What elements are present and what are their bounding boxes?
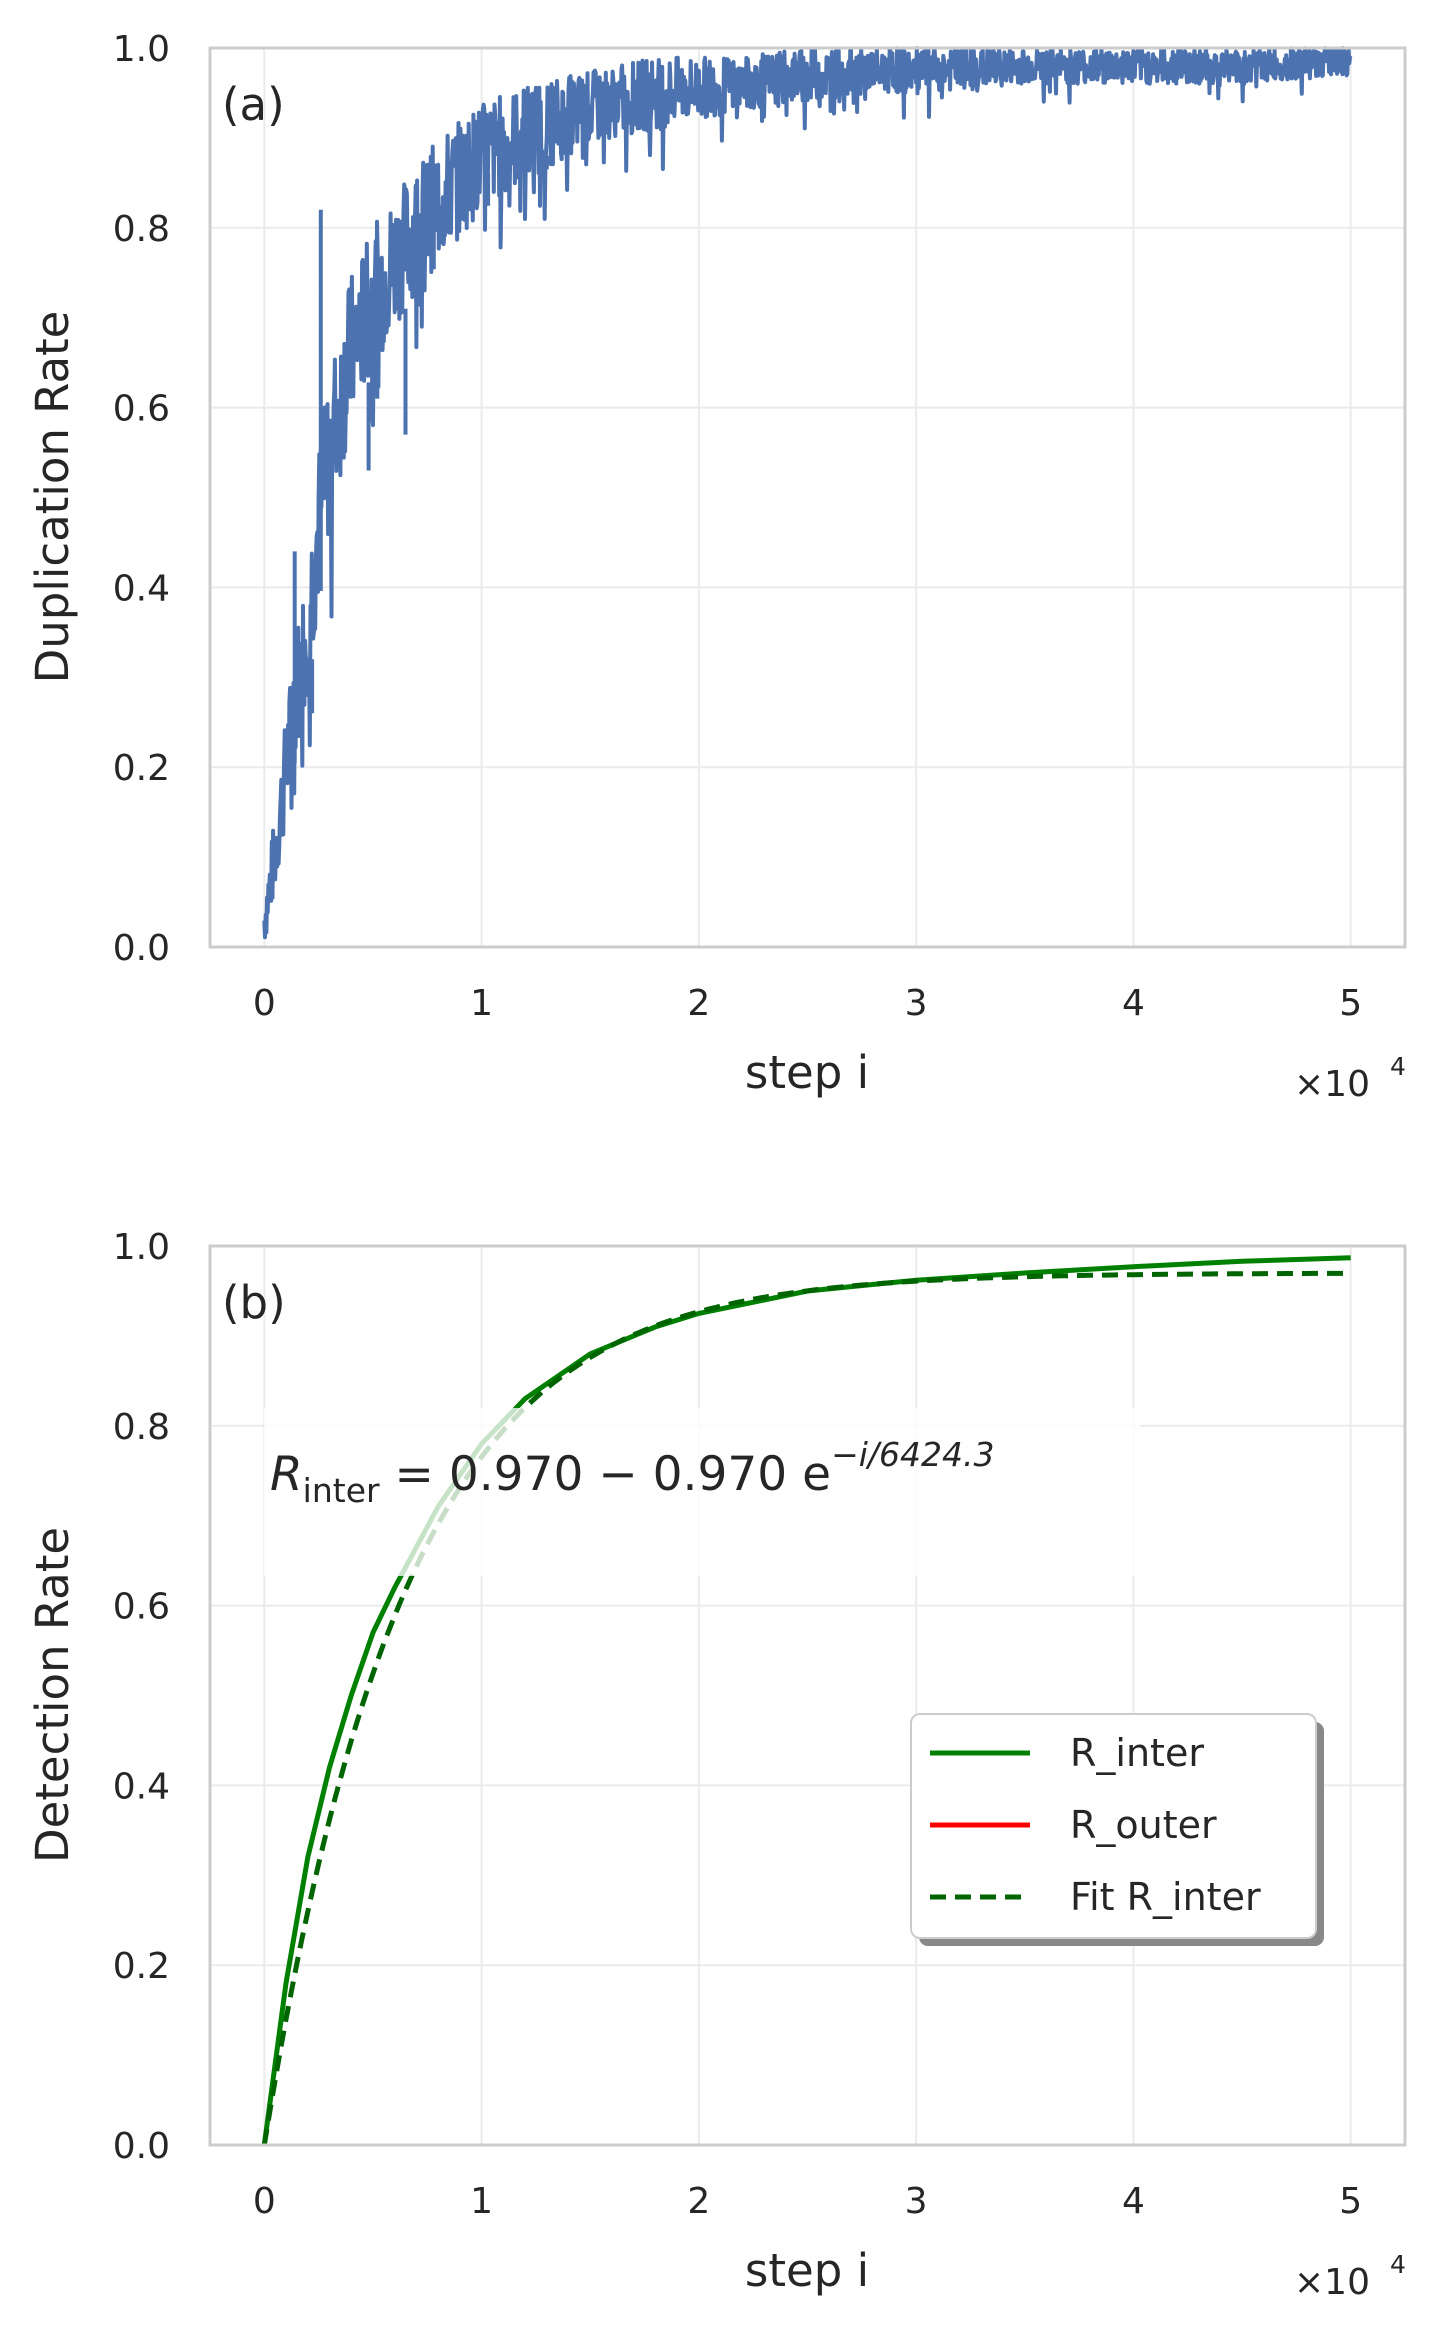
panel-a-frame [208, 46, 1407, 949]
x-tick-label: 5 [1339, 983, 1362, 1024]
y-tick-label: 1.0 [113, 29, 170, 70]
legend-label: R_inter [1070, 1731, 1204, 1775]
x-tick-label: 4 [1122, 983, 1145, 1024]
y-tick-label: 0.4 [113, 568, 170, 609]
panel-b-gridlines [210, 1245, 1405, 2146]
panel-a-label: (a) [222, 78, 285, 131]
x-tick-label: 2 [687, 2181, 710, 2222]
y-tick-label: 0.8 [113, 1407, 170, 1448]
equation-rhs: = 0.970 − 0.970 e [380, 1447, 831, 1502]
panel-b-x-multiplier: ×10 [1294, 2262, 1370, 2303]
x-tick-label: 0 [253, 983, 276, 1024]
equation-box [264, 1408, 1140, 1576]
panel-a-y-axis-label: Duplication Rate [26, 311, 79, 684]
legend-label: Fit R_inter [1070, 1875, 1261, 1919]
x-tick-label: 3 [905, 2181, 928, 2222]
equation-lhs-subscript: inter [303, 1471, 380, 1510]
y-tick-label: 0.4 [113, 1766, 170, 1807]
x-tick-label: 1 [470, 983, 493, 1024]
panel-b-y-axis-label: Detection Rate [26, 1527, 79, 1863]
series-line-fit-r-inter [261, 1270, 1351, 2146]
panel-b-x-multiplier-exponent: 4 [1390, 2250, 1406, 2279]
panel-a-x-axis-label: step i [745, 1046, 869, 1099]
y-tick-label: 0.2 [113, 748, 170, 789]
legend-label: R_outer [1070, 1803, 1217, 1847]
panel-b-x-axis-label: step i [745, 2244, 869, 2297]
x-tick-label: 3 [905, 983, 928, 1024]
y-tick-label: 0.8 [113, 209, 170, 250]
panel-b-series [261, 1255, 1351, 2147]
panel-a-y-ticks: 0.0 0.2 0.4 0.6 0.8 1.0 [113, 29, 170, 969]
equation-exponent: −i/6424.3 [831, 1435, 994, 1474]
equation-lhs: R [270, 1447, 303, 1502]
panel-b-y-ticks: 0.0 0.2 0.4 0.6 0.8 1.0 [113, 1227, 170, 2167]
panel-b-label: (b) [222, 1276, 286, 1329]
y-tick-label: 0.6 [113, 389, 170, 430]
legend-box [910, 1713, 1317, 1939]
x-tick-label: 4 [1122, 2181, 1145, 2222]
panel-a-x-multiplier: ×10 [1294, 1064, 1370, 1105]
panel-b-x-ticks: 0 1 2 3 4 5 [253, 2181, 1362, 2222]
panel-a-x-ticks: 0 1 2 3 4 5 [253, 983, 1362, 1024]
panel-a-series [262, 46, 1353, 940]
y-tick-label: 0.6 [113, 1587, 170, 1628]
fit-equation: Rinter = 0.970 − 0.970 e−i/6424.3 [270, 1435, 994, 1510]
y-tick-label: 0.0 [113, 928, 170, 969]
panel-a-x-multiplier-exponent: 4 [1390, 1052, 1406, 1081]
y-tick-label: 0.0 [113, 2126, 170, 2167]
x-tick-label: 5 [1339, 2181, 1362, 2222]
legend: R_inter R_outer Fit R_inter [910, 1713, 1324, 1946]
x-tick-label: 2 [687, 983, 710, 1024]
x-tick-label: 1 [470, 2181, 493, 2222]
legend-entries: R_inter R_outer Fit R_inter [930, 1731, 1261, 1919]
y-tick-label: 0.2 [113, 1946, 170, 1987]
x-tick-label: 0 [253, 2181, 276, 2222]
series-line-r-inter [261, 1255, 1351, 2146]
duplication-rate-line [262, 46, 1353, 940]
panel-a-gridlines [210, 47, 1405, 948]
y-tick-label: 1.0 [113, 1227, 170, 1268]
panel-b-frame [208, 1244, 1407, 2147]
